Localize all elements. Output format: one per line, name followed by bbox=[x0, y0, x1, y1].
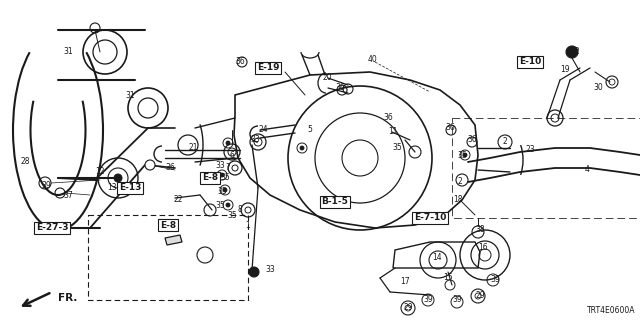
Text: E-8: E-8 bbox=[160, 220, 176, 229]
Text: E-13: E-13 bbox=[119, 183, 141, 193]
Text: E-7-10: E-7-10 bbox=[414, 213, 446, 222]
Text: 16: 16 bbox=[478, 244, 488, 252]
Polygon shape bbox=[165, 235, 182, 245]
Text: 37: 37 bbox=[63, 191, 73, 201]
Text: 35: 35 bbox=[220, 173, 230, 182]
Text: 35: 35 bbox=[457, 150, 467, 159]
Text: 39: 39 bbox=[490, 276, 500, 284]
Text: 36: 36 bbox=[467, 135, 477, 145]
Text: 33: 33 bbox=[215, 161, 225, 170]
Circle shape bbox=[114, 174, 122, 182]
Circle shape bbox=[300, 146, 304, 150]
Text: 1: 1 bbox=[246, 220, 250, 229]
Text: 14: 14 bbox=[432, 253, 442, 262]
Text: 6: 6 bbox=[230, 150, 234, 159]
Text: E-8: E-8 bbox=[202, 173, 218, 182]
Text: 8: 8 bbox=[237, 205, 243, 214]
Text: 5: 5 bbox=[308, 125, 312, 134]
Text: 31: 31 bbox=[125, 91, 135, 100]
Text: 36: 36 bbox=[235, 58, 245, 67]
Text: E-19: E-19 bbox=[257, 63, 279, 73]
Circle shape bbox=[223, 188, 227, 192]
Text: FR.: FR. bbox=[58, 293, 77, 303]
Text: 17: 17 bbox=[400, 277, 410, 286]
Text: 32: 32 bbox=[570, 47, 580, 57]
Text: 24: 24 bbox=[258, 125, 268, 134]
Text: 28: 28 bbox=[20, 157, 29, 166]
Text: TRT4E0600A: TRT4E0600A bbox=[586, 306, 635, 315]
Text: 31: 31 bbox=[63, 47, 73, 57]
Circle shape bbox=[249, 267, 259, 277]
Text: 39: 39 bbox=[452, 295, 462, 305]
Circle shape bbox=[226, 203, 230, 207]
Text: 2: 2 bbox=[458, 178, 462, 187]
Circle shape bbox=[145, 160, 155, 170]
Text: 36: 36 bbox=[335, 84, 345, 92]
Text: 15: 15 bbox=[443, 274, 453, 283]
Text: 36: 36 bbox=[383, 114, 393, 123]
Text: 35: 35 bbox=[227, 211, 237, 220]
Text: B-1-5: B-1-5 bbox=[321, 197, 348, 206]
Text: 39: 39 bbox=[423, 295, 433, 305]
Text: 29: 29 bbox=[475, 292, 485, 300]
Text: 11: 11 bbox=[388, 127, 397, 137]
Text: 40: 40 bbox=[367, 55, 377, 65]
Text: 36: 36 bbox=[445, 124, 455, 132]
Text: 33: 33 bbox=[250, 135, 260, 145]
Text: 12: 12 bbox=[95, 167, 105, 177]
Text: 20: 20 bbox=[322, 74, 332, 83]
Text: 18: 18 bbox=[453, 196, 463, 204]
Text: 36: 36 bbox=[165, 164, 175, 172]
Circle shape bbox=[566, 46, 578, 58]
Text: E-10: E-10 bbox=[519, 58, 541, 67]
Circle shape bbox=[226, 141, 230, 145]
Circle shape bbox=[237, 57, 247, 67]
Text: 39: 39 bbox=[41, 181, 51, 190]
Text: 29: 29 bbox=[403, 303, 413, 313]
Text: 22: 22 bbox=[173, 196, 183, 204]
Circle shape bbox=[463, 153, 467, 157]
Text: 23: 23 bbox=[525, 146, 535, 155]
Text: 35: 35 bbox=[392, 142, 402, 151]
Text: 7: 7 bbox=[225, 164, 230, 172]
Circle shape bbox=[220, 173, 224, 177]
Text: 35: 35 bbox=[215, 201, 225, 210]
Text: 4: 4 bbox=[584, 165, 589, 174]
Text: 35: 35 bbox=[217, 188, 227, 196]
Text: 21: 21 bbox=[188, 143, 198, 153]
Text: E-27-3: E-27-3 bbox=[36, 223, 68, 233]
Text: 38: 38 bbox=[475, 226, 485, 235]
Text: 19: 19 bbox=[560, 66, 570, 75]
Text: 13: 13 bbox=[107, 183, 117, 193]
Text: 30: 30 bbox=[593, 84, 603, 92]
Text: 33: 33 bbox=[265, 266, 275, 275]
Text: 2: 2 bbox=[502, 138, 508, 147]
